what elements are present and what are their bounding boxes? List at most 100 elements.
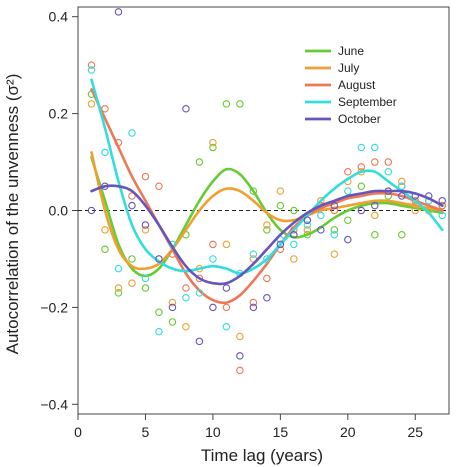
data-point-september [398,182,406,191]
data-point-june [168,318,177,326]
smooth-line-october [90,184,444,286]
data-point-september [344,187,352,195]
data-point-october [263,293,271,302]
data-point-august [128,192,136,200]
y-tick-label: 0.2 [49,106,69,122]
data-point-august [263,274,271,283]
data-point-september [384,167,393,176]
data-point-june [249,187,258,195]
data-point-june [276,201,285,210]
data-point-june [101,245,109,254]
data-point-september [128,129,136,137]
data-point-october [317,226,325,234]
x-axis-label: Time lag (years) [201,446,323,465]
data-point-july [263,221,271,229]
data-point-october [182,105,190,113]
data-point-august [384,158,393,166]
data-point-june [330,226,339,234]
data-point-august [209,240,217,249]
data-point-september [303,221,312,229]
data-point-august [357,163,366,171]
data-point-august [371,158,379,166]
y-tick-label: 0.4 [49,9,69,25]
data-point-september [101,148,109,157]
smooth-line-july [90,151,444,271]
data-point-august [182,284,190,292]
data-point-august [222,303,231,312]
data-point-september [438,211,447,220]
x-tick-label: 25 [407,424,423,440]
data-point-july [411,206,420,215]
data-point-october [371,201,379,210]
data-point-october [438,197,447,205]
data-point-august [438,201,447,210]
data-point-june [128,255,136,263]
data-point-july [209,138,217,147]
legend-label-september: September [338,95,397,109]
data-point-september [114,264,123,273]
data-point-july [330,250,339,258]
data-point-june [398,230,406,239]
data-point-june [141,284,150,292]
data-point-august [344,167,352,176]
data-point-september [182,293,190,302]
data-point-august [155,182,163,191]
data-point-october [128,201,136,210]
legend: June July August September October [305,44,397,126]
smooth-line-august [90,88,444,305]
data-point-september [209,255,217,263]
legend-label-july: July [338,61,359,75]
data-point-october [155,255,163,263]
x-axis: 0 5 10 15 20 25 [74,414,423,440]
data-point-october [290,230,298,239]
data-point-september [330,230,339,239]
data-point-july [182,323,190,331]
data-point-august [249,298,258,307]
legend-label-august: August [338,78,376,92]
data-point-october [330,201,339,210]
x-tick-label: 10 [205,424,221,440]
data-point-july [371,211,379,220]
y-axis-label: Autocorrelation of the unvenness (σ²) [3,74,22,355]
data-point-october [249,303,258,312]
data-point-june [290,206,298,215]
data-point-october [276,240,285,249]
legend-label-june: June [338,44,364,58]
data-point-october [141,221,150,229]
series-june [87,90,447,326]
data-point-july [141,226,150,234]
data-point-july [87,100,96,108]
data-point-august [330,206,339,215]
plot-area [77,6,450,415]
data-point-september [263,255,271,263]
x-tick-label: 0 [74,424,82,440]
data-point-june [155,308,163,316]
data-point-july [236,332,244,341]
data-point-june [222,100,231,108]
data-point-october [357,206,366,215]
y-tick-label: 0.0 [49,203,69,219]
data-point-august [87,61,96,69]
series-july [87,100,447,341]
smooth-line-september [90,78,444,275]
data-point-july [222,240,231,249]
data-point-june [114,289,123,297]
data-point-august [195,274,204,283]
data-point-september [371,143,379,152]
data-point-june [371,230,379,239]
data-point-october [209,303,217,312]
data-point-september [195,289,204,297]
data-point-july [290,255,298,263]
y-tick-label: −0.2 [40,299,68,315]
data-point-july [303,226,312,234]
data-point-july [128,279,136,287]
data-point-june [263,226,271,234]
data-point-september [155,327,163,336]
data-point-september [317,211,325,220]
data-point-august [236,366,244,375]
x-tick-label: 15 [273,424,289,440]
data-point-october [344,235,352,244]
data-point-june [195,158,204,166]
data-point-july [398,177,406,186]
